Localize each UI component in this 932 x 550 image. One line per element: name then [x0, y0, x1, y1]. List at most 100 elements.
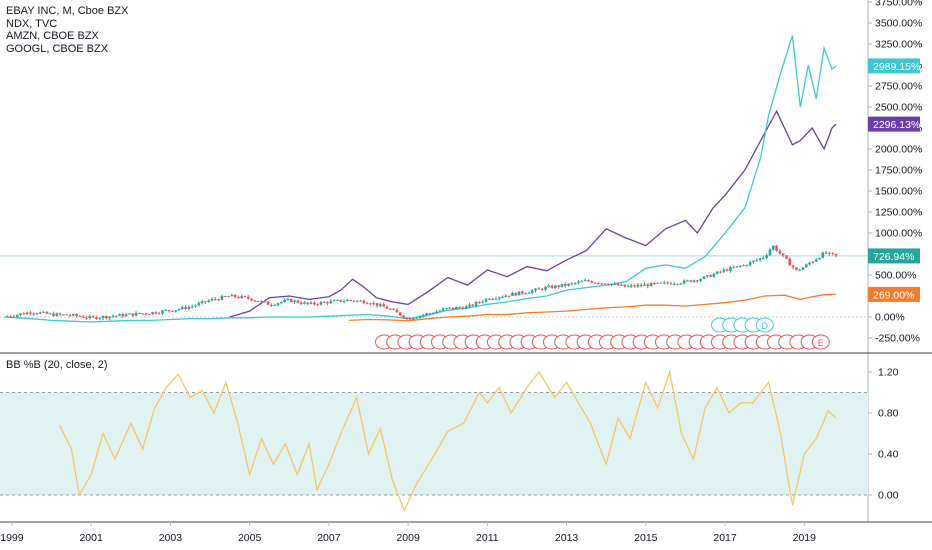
legend-compare-googl[interactable]: GOOGL, CBOE BZX: [6, 42, 109, 55]
y-tick-label: 3250.00%: [875, 39, 922, 51]
candle-body: [692, 280, 696, 282]
x-tick-label: 2017: [713, 532, 737, 544]
candle-body: [464, 306, 468, 309]
candle-body: [171, 310, 174, 312]
candle-body: [25, 312, 29, 315]
candle-body: [672, 283, 676, 285]
indicator-label[interactable]: BB %B (20, close, 2): [6, 359, 108, 371]
candle-body: [771, 245, 775, 250]
last-value-label: 726.94%: [873, 251, 914, 263]
candle-body: [422, 314, 425, 316]
y-tick-label: 3500.00%: [875, 18, 922, 30]
candle-body: [606, 284, 610, 286]
candle-body: [270, 304, 273, 306]
candle-body: [580, 281, 584, 283]
ebay-candles: [6, 244, 838, 321]
candle-body: [762, 257, 765, 259]
candle-body: [620, 284, 623, 286]
candle-body: [478, 301, 481, 303]
candle-body: [600, 283, 603, 285]
candle-body: [164, 310, 168, 312]
candle-body: [375, 303, 379, 306]
candle-body: [402, 315, 405, 318]
candle-body: [68, 315, 72, 317]
candle-body: [649, 283, 653, 287]
candle-body: [180, 306, 184, 310]
candle-body: [98, 318, 102, 320]
indicator-y-tick-label: 1.20: [878, 367, 899, 379]
candle-body: [266, 301, 270, 305]
candle-body: [55, 313, 59, 316]
candle-body: [385, 306, 389, 309]
candle-body: [346, 299, 349, 302]
candle-body: [78, 316, 82, 318]
candle-body: [42, 311, 45, 313]
candle-body: [530, 290, 534, 293]
candle-body: [791, 265, 795, 268]
candle-body: [468, 304, 471, 307]
candle-body: [19, 313, 22, 315]
candle-body: [332, 300, 336, 302]
candle-body: [95, 316, 98, 319]
indicator-y-tick-label: 0.00: [878, 490, 899, 502]
x-tick-label: 2019: [793, 532, 817, 544]
legend-compare-amzn[interactable]: AMZN, CBOE BZX: [6, 30, 99, 42]
candle-body: [45, 311, 49, 314]
candle-body: [263, 301, 267, 303]
candle-body: [639, 284, 643, 286]
candle-body: [220, 296, 224, 300]
candle-body: [659, 282, 663, 284]
candle-body: [814, 259, 818, 262]
candle-body: [88, 316, 92, 319]
candle-body: [669, 283, 673, 285]
candle-body: [563, 284, 567, 286]
candle-body: [207, 300, 210, 302]
last-value-label: 2989.15%: [873, 61, 920, 73]
candle-body: [128, 313, 131, 315]
candle-body: [398, 312, 402, 316]
candle-body: [712, 273, 716, 277]
candle-body: [801, 267, 805, 270]
candle-body: [567, 283, 570, 286]
candle-body: [339, 299, 343, 302]
candle-body: [491, 299, 494, 301]
candle-body: [260, 301, 263, 303]
candle-body: [365, 303, 369, 305]
y-tick-label: 1250.00%: [875, 207, 922, 219]
candle-body: [547, 285, 551, 288]
earnings-marker: [811, 334, 830, 350]
bb-band-fill: [0, 392, 868, 495]
candle-body: [39, 312, 42, 314]
candle-body: [682, 280, 686, 284]
candle-body: [362, 300, 366, 304]
candle-body: [349, 299, 352, 301]
candle-body: [392, 309, 395, 311]
legend-main-symbol[interactable]: EBAY INC, M, Cboe BZX: [6, 5, 129, 17]
candle-body: [511, 293, 514, 297]
candle-body: [441, 308, 445, 311]
legend-compare-ndx[interactable]: NDX, TVC: [6, 17, 58, 30]
candle-body: [204, 301, 207, 303]
x-tick-label: 2015: [634, 532, 658, 544]
candle-body: [253, 300, 257, 302]
candle-body: [418, 315, 422, 318]
indicator-y-tick-label: 0.80: [878, 408, 899, 420]
candle-body: [610, 284, 613, 286]
candle-body: [316, 304, 319, 306]
candle-body: [630, 285, 633, 287]
candle-body: [197, 303, 201, 306]
candle-body: [154, 312, 158, 314]
candle-body: [795, 267, 798, 270]
candle-body: [458, 307, 461, 309]
bb-percent-line: [58, 369, 837, 513]
x-tick-label: 2009: [396, 532, 420, 544]
candle-body: [190, 306, 194, 308]
candle-body: [283, 299, 286, 302]
x-tick-label: 2013: [555, 532, 579, 544]
candle-body: [745, 265, 749, 267]
candle-body: [273, 304, 277, 306]
candle-body: [474, 301, 478, 306]
candle-body: [653, 283, 656, 285]
candle-body: [715, 271, 719, 274]
